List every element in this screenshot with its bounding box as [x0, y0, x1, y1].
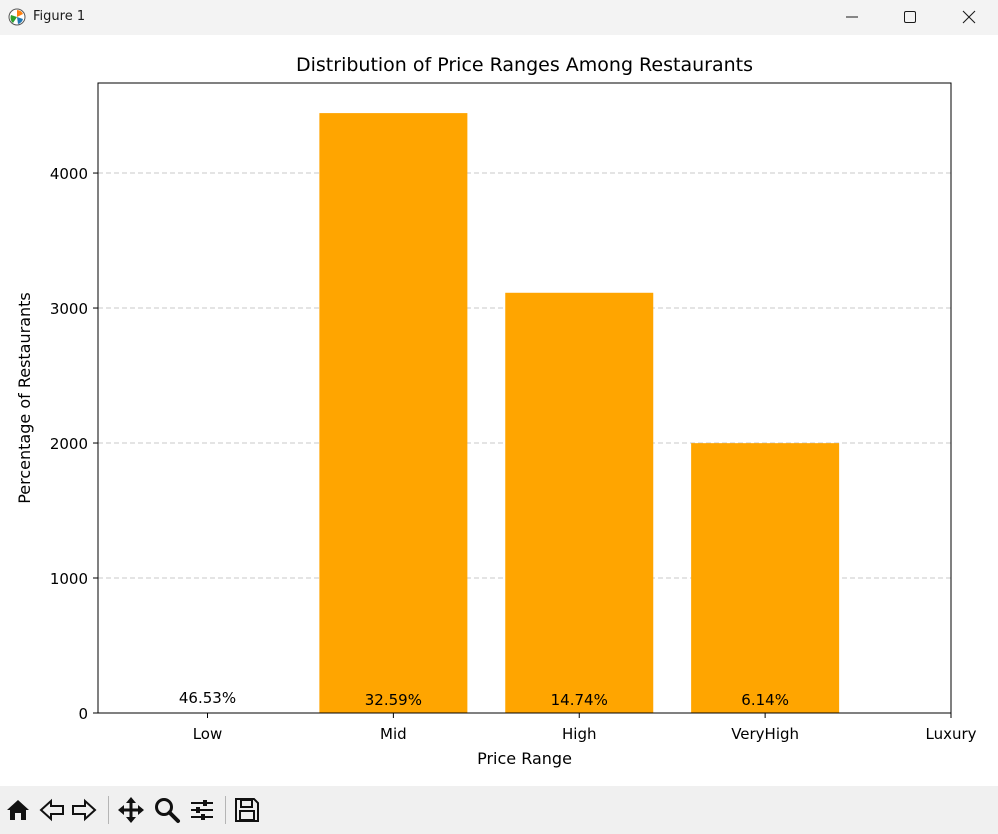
zoom-icon: [155, 798, 180, 823]
pan-button[interactable]: [115, 794, 147, 826]
y-axis-label: Percentage of Restaurants: [15, 292, 34, 504]
chart-title: Distribution of Price Ranges Among Resta…: [296, 54, 753, 76]
configure-subplots-icon: [191, 800, 213, 820]
x-axis-ticks: Low Mid High VeryHigh Luxury: [193, 713, 977, 743]
minimize-button[interactable]: [823, 0, 881, 35]
plot-frame: [97, 82, 952, 714]
bar-value-label: 32.59%: [365, 691, 422, 709]
x-tick-label: Low: [193, 725, 223, 743]
x-tick-label: Luxury: [925, 725, 976, 743]
pan-icon: [118, 797, 144, 823]
minimize-icon: [846, 16, 858, 18]
y-axis-ticks: 0 1000 2000 3000 4000: [50, 165, 98, 723]
back-icon: [39, 798, 64, 822]
save-button[interactable]: [231, 794, 263, 826]
zoom-button[interactable]: [151, 794, 183, 826]
x-axis-label: Price Range: [477, 749, 572, 768]
figure-canvas[interactable]: 0 1000 2000 3000 4000 Low Mid High VeryHigh Luxu…: [0, 35, 998, 786]
bar: [319, 113, 468, 714]
bar-chart: 0 1000 2000 3000 4000 Low Mid High VeryHigh Luxu…: [15, 54, 977, 768]
y-tick-label: 2000: [50, 435, 88, 453]
close-icon: [962, 10, 976, 24]
bar-value-label: 14.74%: [551, 691, 608, 709]
y-tick-label: 3000: [50, 300, 88, 318]
forward-button[interactable]: [68, 794, 100, 826]
matplotlib-app-icon: [8, 8, 26, 26]
bar: [505, 292, 654, 713]
maximize-button[interactable]: [881, 0, 939, 35]
toolbar-separator: [108, 796, 109, 824]
bar-labels: 32.59% 14.74% 6.14% 46.53%: [179, 689, 789, 709]
bar: [691, 443, 840, 713]
navigation-toolbar: [0, 786, 998, 834]
x-tick-label: VeryHigh: [731, 725, 799, 743]
toolbar-separator: [225, 796, 226, 824]
configure-subplots-button[interactable]: [186, 794, 218, 826]
y-tick-label: 0: [78, 705, 88, 723]
home-icon: [7, 800, 29, 820]
maximize-icon: [904, 11, 916, 23]
bar-value-label: 46.53%: [179, 689, 236, 707]
x-tick-label: Mid: [380, 725, 407, 743]
window-titlebar: Figure 1: [0, 0, 998, 35]
x-tick-label: High: [562, 725, 596, 743]
save-icon: [235, 798, 259, 822]
y-tick-label: 1000: [50, 570, 88, 588]
window-title: Figure 1: [33, 9, 86, 24]
forward-icon: [72, 798, 97, 822]
bar-value-label: 6.14%: [741, 691, 789, 709]
bars: [319, 113, 840, 714]
back-button[interactable]: [36, 794, 68, 826]
close-button[interactable]: [940, 0, 998, 35]
home-button[interactable]: [2, 794, 34, 826]
y-tick-label: 4000: [50, 165, 88, 183]
